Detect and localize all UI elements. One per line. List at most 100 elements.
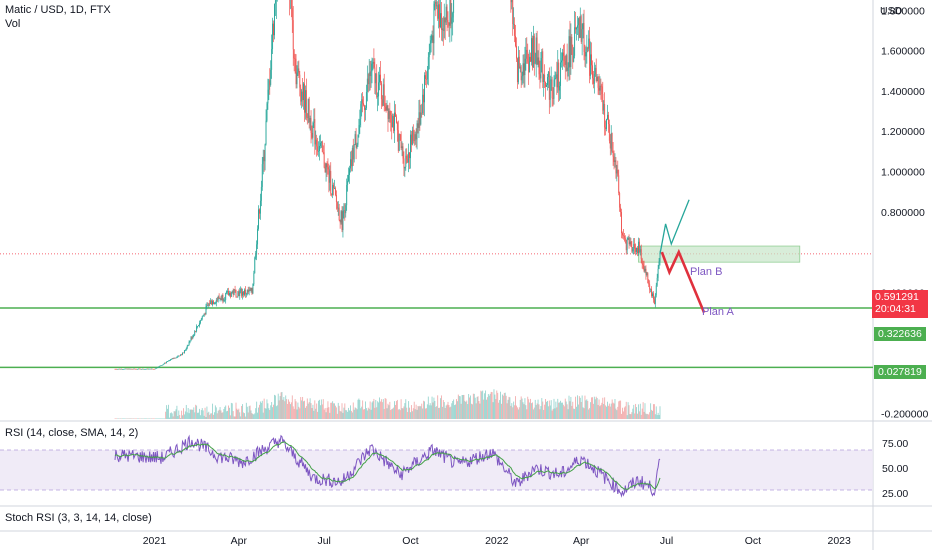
- candle-body: [395, 112, 396, 117]
- volume-bar: [411, 411, 413, 419]
- volume-bar: [271, 402, 273, 419]
- candle-body: [612, 151, 614, 157]
- rsi-ma-line: [114, 441, 661, 490]
- candle-body: [259, 209, 260, 214]
- volume-bar: [643, 411, 645, 419]
- volume-bar: [164, 418, 166, 419]
- candle-body: [176, 356, 178, 358]
- volume-bar: [199, 415, 201, 419]
- candle-body: [319, 142, 321, 146]
- volume-bar: [640, 414, 642, 419]
- volume-bar: [155, 418, 157, 419]
- volume-bar: [143, 418, 145, 419]
- volume-bar: [385, 398, 387, 419]
- volume-bar: [154, 418, 156, 419]
- candle-body: [315, 139, 317, 145]
- candle-body: [440, 13, 441, 28]
- volume-bar: [145, 418, 147, 419]
- volume-bar: [562, 404, 564, 419]
- candle-body: [248, 289, 250, 292]
- volume-bar: [303, 401, 304, 419]
- candle-body: [243, 289, 245, 295]
- candle-body: [360, 104, 362, 120]
- volume-bar: [498, 402, 500, 419]
- volume-bar: [516, 405, 517, 419]
- candle-body: [207, 305, 209, 307]
- candle-body: [252, 284, 254, 294]
- candle-body: [517, 56, 519, 83]
- volume-bar: [615, 408, 617, 419]
- candle-body: [334, 188, 336, 195]
- volume-bar: [223, 409, 225, 419]
- candle-body: [218, 296, 220, 299]
- candle-body: [446, 6, 448, 21]
- volume-bar: [549, 405, 551, 419]
- volume-bar: [284, 401, 286, 419]
- volume-bar: [379, 397, 380, 419]
- candle-body: [649, 284, 651, 290]
- volume-bar: [613, 403, 615, 419]
- candle-body: [344, 210, 346, 214]
- candle-body: [298, 68, 300, 75]
- volume-bar: [343, 407, 345, 419]
- volume-bar: [594, 399, 596, 419]
- volume-bar: [572, 401, 574, 419]
- volume-bar: [217, 410, 219, 419]
- candle-body: [122, 369, 124, 370]
- candle-body: [334, 188, 335, 189]
- volume-bar: [554, 408, 556, 419]
- volume-bar: [175, 409, 177, 419]
- candle-body: [214, 303, 216, 304]
- volume-bar: [226, 411, 228, 419]
- volume-bar: [338, 405, 340, 419]
- volume-bar: [440, 398, 441, 419]
- volume-bar: [313, 410, 315, 419]
- plan-a-label: Plan A: [702, 306, 734, 318]
- candle-body: [227, 290, 229, 292]
- candle-body: [626, 239, 628, 251]
- volume-bar: [146, 418, 148, 419]
- candle-body: [263, 156, 265, 162]
- candle-body: [358, 125, 360, 136]
- volume-bar: [380, 401, 381, 419]
- candle-body: [296, 72, 298, 85]
- volume-bar: [214, 405, 216, 419]
- volume-bar: [296, 409, 298, 419]
- candle-body: [312, 122, 314, 138]
- candle-body: [303, 83, 304, 100]
- volume-bar: [443, 402, 445, 419]
- candle-body: [147, 368, 149, 370]
- volume-bar: [497, 392, 499, 419]
- candle-body: [614, 160, 616, 163]
- candle-body: [637, 241, 639, 253]
- volume-bar: [658, 415, 660, 419]
- candle-body: [523, 63, 525, 76]
- candle-body: [253, 273, 255, 285]
- volume-bar: [231, 403, 233, 419]
- y-tick-label: 1.200000: [881, 126, 925, 138]
- candle-body: [410, 134, 411, 159]
- candle-body: [139, 368, 141, 370]
- volume-bar: [481, 391, 483, 419]
- volume-bar: [536, 403, 538, 419]
- volume-bar: [218, 409, 220, 419]
- volume-bar: [335, 407, 337, 419]
- candle-body: [134, 368, 136, 370]
- volume-bar: [396, 399, 398, 419]
- volume-bar: [491, 392, 493, 419]
- volume-bar: [334, 405, 336, 419]
- volume-bar: [566, 404, 568, 419]
- volume-bar: [289, 401, 290, 419]
- candle-body: [342, 210, 344, 231]
- candle-body: [648, 283, 650, 285]
- volume-bar: [616, 410, 618, 419]
- candle-body: [162, 364, 164, 366]
- candle-body: [532, 35, 534, 68]
- volume-bar: [212, 403, 214, 419]
- candle-body: [515, 35, 516, 46]
- volume-bar: [359, 399, 361, 419]
- volume-bar: [496, 390, 498, 419]
- candle-body: [120, 368, 122, 370]
- candle-body: [272, 23, 274, 50]
